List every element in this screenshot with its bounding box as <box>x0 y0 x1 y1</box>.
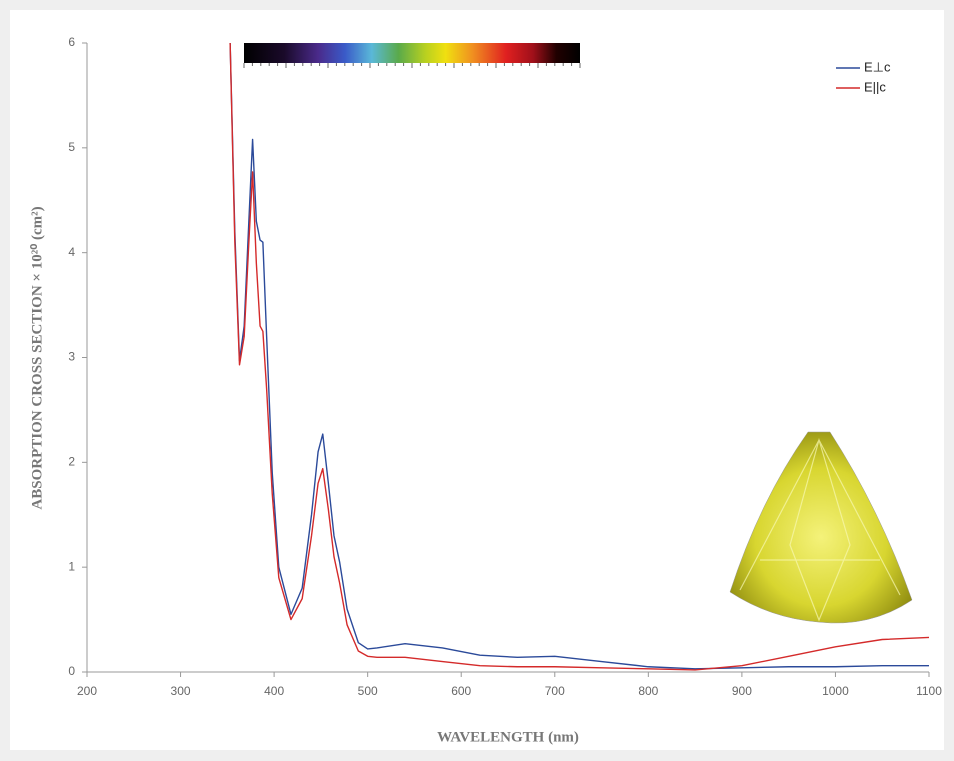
x-tick-label: 1100 <box>916 684 942 698</box>
x-tick-label: 300 <box>171 684 191 698</box>
x-tick-label: 400 <box>264 684 284 698</box>
spectrum-bar <box>244 43 580 63</box>
x-axis-title: WAVELENGTH (nm) <box>437 729 579 745</box>
x-tick-label: 200 <box>77 684 97 698</box>
y-axis-title: ABSORPTION CROSS SECTION × 10²⁰ (cm²) <box>29 206 45 509</box>
y-tick-label: 1 <box>68 559 75 573</box>
x-tick-label: 900 <box>732 684 752 698</box>
panel <box>10 10 944 750</box>
x-tick-label: 800 <box>638 684 658 698</box>
legend-label: E||c <box>864 79 886 94</box>
y-tick-label: 2 <box>68 455 75 469</box>
x-tick-label: 700 <box>545 684 565 698</box>
y-tick-label: 4 <box>68 245 75 259</box>
x-tick-label: 1000 <box>822 684 849 698</box>
gem-image <box>729 431 913 624</box>
y-tick-label: 5 <box>68 140 75 154</box>
y-tick-label: 6 <box>68 35 75 49</box>
y-tick-label: 0 <box>68 664 75 678</box>
series-line <box>229 42 929 670</box>
x-tick-label: 600 <box>451 684 471 698</box>
x-tick-label: 500 <box>358 684 378 698</box>
y-tick-label: 3 <box>68 350 75 364</box>
legend-label: E⊥c <box>864 59 891 74</box>
series-line <box>229 42 930 671</box>
